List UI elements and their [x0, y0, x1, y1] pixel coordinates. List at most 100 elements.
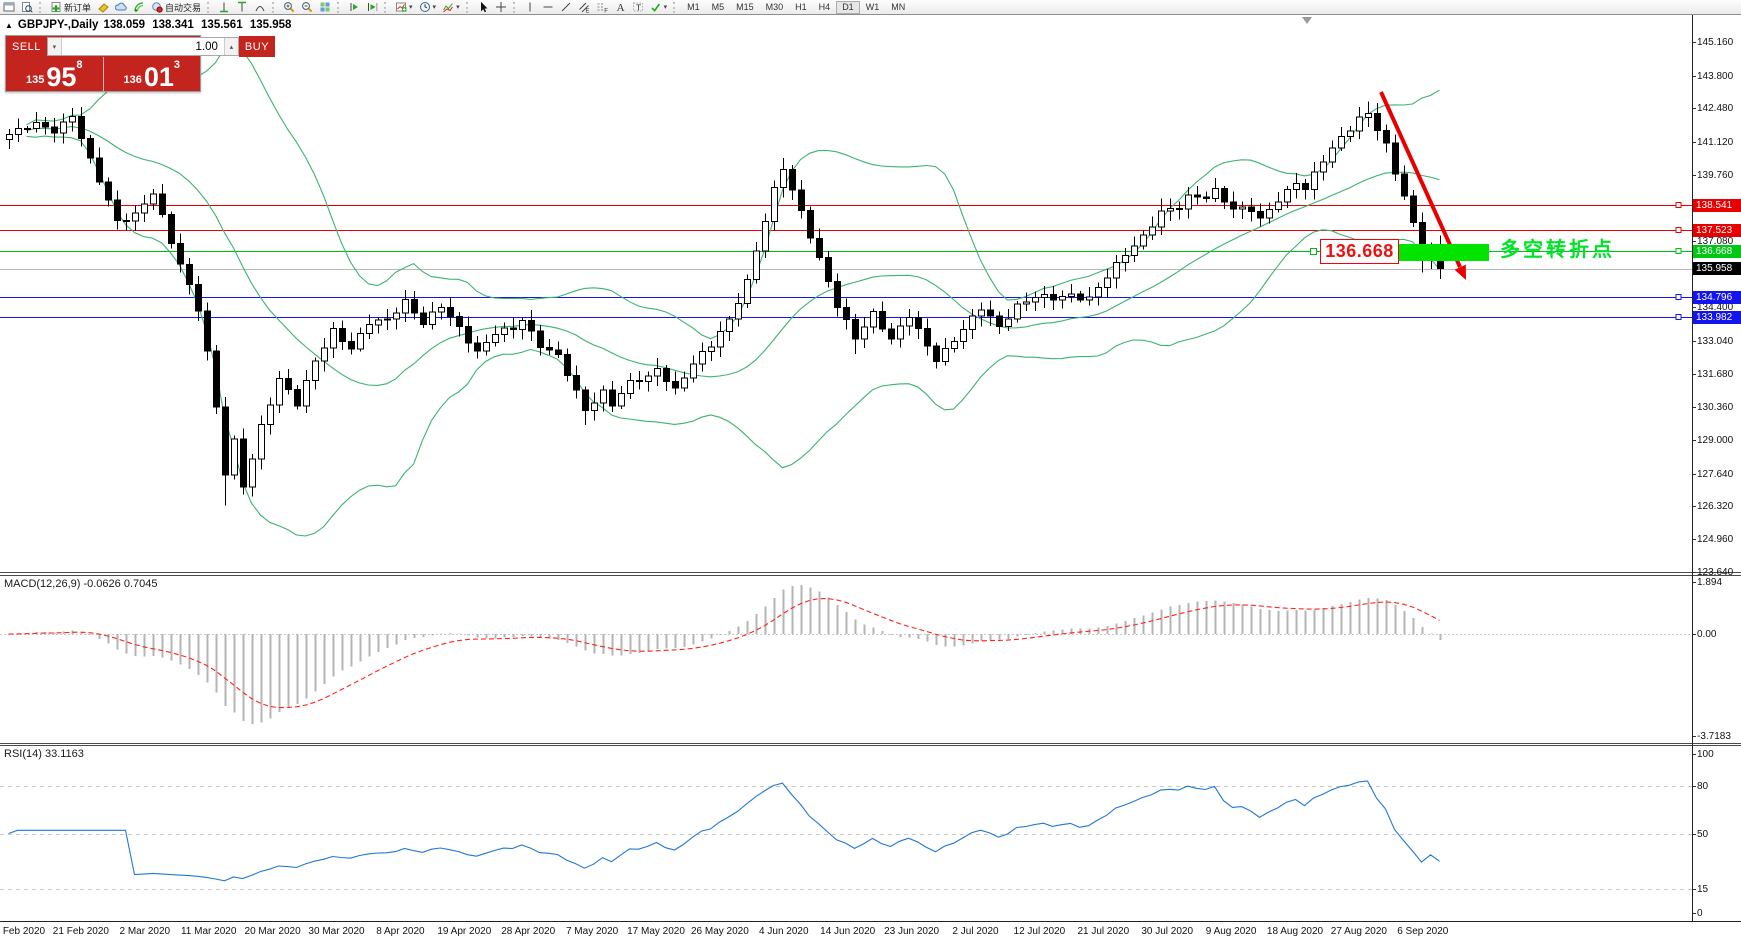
price-axis-divider — [1692, 14, 1693, 922]
data-window-button[interactable] — [215, 1, 233, 14]
fibonacci-tool-icon: F — [597, 3, 608, 14]
history-center-button[interactable] — [94, 1, 112, 14]
hline-handle[interactable] — [1675, 227, 1682, 233]
indicators-button[interactable]: ▾ — [392, 1, 416, 14]
new-chart-button[interactable] — [0, 1, 18, 14]
price-level-label-box[interactable]: 136.668 — [1320, 239, 1399, 264]
main-chart[interactable] — [0, 14, 1692, 572]
macd-panel[interactable] — [0, 576, 1692, 743]
hline-handle[interactable] — [1675, 314, 1682, 320]
buy-price-display[interactable]: 136 01 3 — [104, 57, 201, 91]
timeframe-m5-button[interactable]: M5 — [706, 1, 731, 14]
market-watch-button[interactable] — [233, 1, 251, 14]
pane-splitter-rsi[interactable] — [0, 743, 1741, 746]
date-label: 2 Jul 2020 — [952, 926, 999, 937]
navigator-button[interactable] — [251, 1, 269, 14]
arrows-tool-dropdown-icon[interactable]: ▾ — [663, 3, 668, 11]
timeframe-h1-button[interactable]: H1 — [789, 1, 813, 14]
candles-series — [6, 101, 1444, 506]
volume-decrease-button[interactable]: ▾ — [47, 38, 62, 55]
fibonacci-tool-button[interactable]: F — [593, 1, 611, 14]
zoom-out-button[interactable] — [298, 1, 316, 14]
chart-shift-marker-icon[interactable] — [1302, 17, 1312, 24]
hline-handle[interactable] — [1675, 202, 1682, 208]
date-label: 6 Sep 2020 — [1397, 926, 1449, 937]
rsi-axis-label: 15 — [1692, 884, 1709, 896]
date-label: 19 Apr 2020 — [437, 926, 492, 937]
svg-text:F: F — [604, 9, 608, 14]
price-tick-label: 131.680 — [1692, 369, 1734, 381]
cursor-tool-icon — [480, 1, 487, 13]
vertical-line-tool-icon — [529, 2, 531, 12]
close-value: 135.958 — [249, 19, 292, 31]
toolbar-separator — [272, 1, 277, 13]
periods-button[interactable]: ▾ — [416, 1, 440, 14]
indicators-dropdown-icon[interactable]: ▾ — [409, 3, 413, 11]
zoom-in-button[interactable] — [280, 1, 298, 14]
text-tool-button[interactable]: A — [611, 1, 629, 14]
macd-histogram — [17, 585, 1442, 725]
timeframe-m30-button[interactable]: M30 — [760, 1, 790, 14]
date-label: 12 Feb 2020 — [0, 926, 46, 937]
date-axis[interactable]: 12 Feb 2020 21 Feb 2020 2 Mar 2020 11 Mar 2… — [0, 922, 1692, 942]
timeframe-mn-button[interactable]: MN — [885, 1, 911, 14]
timeframe-m15-button[interactable]: M15 — [730, 1, 760, 14]
mql5-community-icon — [115, 2, 127, 11]
signals-button[interactable] — [130, 1, 148, 14]
new-order-button[interactable]: 新订单 — [47, 1, 94, 14]
timeframe-m1-button[interactable]: M1 — [681, 1, 706, 14]
arrows-tool-button[interactable]: ▾ — [647, 1, 671, 14]
price-tick-label: 143.800 — [1692, 70, 1734, 82]
rsi-panel[interactable] — [0, 746, 1692, 921]
price-tick-label: 142.480 — [1692, 103, 1734, 115]
volume-input[interactable] — [61, 38, 224, 55]
chart-shift-icon — [368, 3, 378, 11]
chart-title: ▲ GBPJPY-,Daily 138.059 138.341 135.561 … — [5, 19, 295, 31]
sell-price-display[interactable]: 135 95 8 — [6, 57, 104, 91]
price-tick-label: 123.640 — [1692, 567, 1734, 578]
pane-splitter-macd[interactable] — [0, 572, 1741, 576]
svg-text:E: E — [585, 9, 589, 14]
trend-arrow[interactable] — [1379, 91, 1466, 280]
price-axis[interactable]: 145.160 143.800 142.480 141.120 139.760 137.0… — [1692, 14, 1741, 922]
tile-windows-button[interactable] — [316, 1, 334, 14]
horizontal-line-tool-button[interactable] — [539, 1, 557, 14]
hline-handle[interactable] — [1675, 248, 1682, 254]
buy-button[interactable]: BUY — [238, 36, 276, 57]
periods-dropdown-icon[interactable]: ▾ — [432, 3, 437, 11]
crosshair-tool-button[interactable] — [492, 1, 510, 14]
mql5-community-button[interactable] — [112, 1, 130, 14]
chart-shift-button[interactable] — [363, 1, 381, 14]
chart-preview-button[interactable] — [18, 1, 36, 14]
price-tag: 136.668 — [1693, 244, 1741, 258]
timeframe-h4-button[interactable]: H4 — [813, 1, 837, 14]
auto-scroll-button[interactable] — [345, 1, 363, 14]
text-tool-icon: A — [616, 2, 624, 13]
tile-windows-icon — [320, 2, 330, 12]
volume-increase-button[interactable]: ▴ — [223, 38, 238, 55]
vertical-line-tool-button[interactable] — [521, 1, 539, 14]
date-label: 21 Jul 2020 — [1077, 926, 1130, 937]
sell-button[interactable]: SELL — [6, 36, 47, 57]
templates-button[interactable]: ▾ — [439, 1, 463, 14]
collapse-arrow-icon[interactable]: ▲ — [5, 20, 13, 30]
hline-handle[interactable] — [1675, 294, 1682, 300]
auto-trading-button[interactable]: 自动交易 — [148, 1, 204, 14]
zoom-in-icon — [284, 2, 295, 13]
trendline-tool-button[interactable] — [557, 1, 575, 14]
text-label-tool-button[interactable]: T — [629, 1, 647, 14]
market-watch-icon — [238, 1, 247, 12]
price-tick-label: 145.160 — [1692, 37, 1734, 49]
price-tick-label: 126.320 — [1692, 501, 1734, 512]
hline-handle[interactable] — [1310, 248, 1317, 255]
price-tick-label: 133.040 — [1692, 335, 1734, 347]
price-tick-label: 127.640 — [1692, 468, 1734, 480]
templates-dropdown-icon[interactable]: ▾ — [456, 3, 460, 11]
timeframe-w1-button[interactable]: W1 — [860, 1, 886, 14]
highlight-rectangle[interactable] — [1399, 244, 1489, 261]
cursor-tool-button[interactable] — [474, 1, 492, 14]
svg-text:T: T — [636, 2, 641, 12]
date-label: 27 Aug 2020 — [1330, 926, 1387, 937]
equidistant-channel-tool-button[interactable]: E — [575, 1, 593, 14]
timeframe-d1-button[interactable]: D1 — [836, 0, 860, 14]
